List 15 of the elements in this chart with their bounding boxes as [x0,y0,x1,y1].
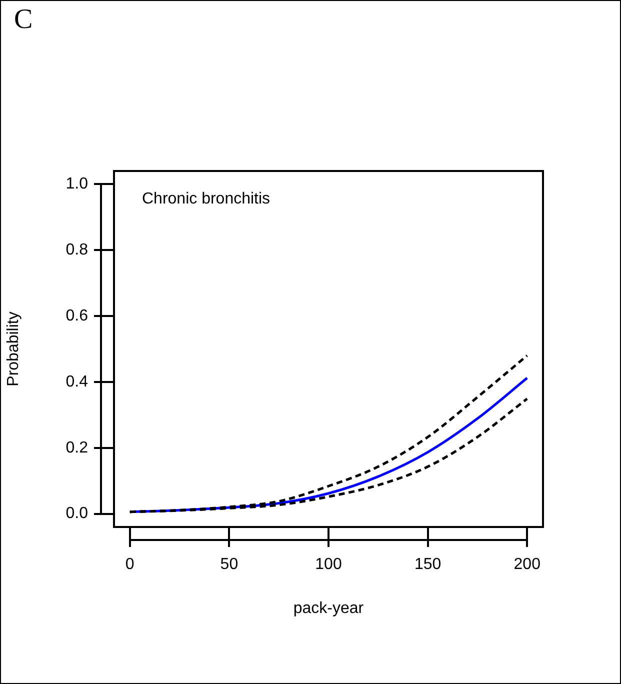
y-tick-label: 0.2 [66,439,88,456]
x-tick-label: 50 [220,556,238,574]
x-tick-label: 150 [414,556,442,574]
x-tick-label: 200 [514,556,541,574]
y-axis-title: Probability [5,312,22,386]
y-tick-label: 0.4 [66,373,88,390]
y-tick-label: 0.0 [66,505,88,522]
x-tick-label: 100 [315,556,342,574]
y-tick-label: 0.6 [66,307,88,324]
x-axis-title: pack-year [293,600,364,617]
chart-title: C [14,4,33,36]
y-tick-label: 0.8 [66,242,88,259]
y-tick-label: 1.0 [66,176,88,193]
annotation: Chronic bronchitis [142,190,270,208]
x-tick-label: 0 [125,556,134,574]
